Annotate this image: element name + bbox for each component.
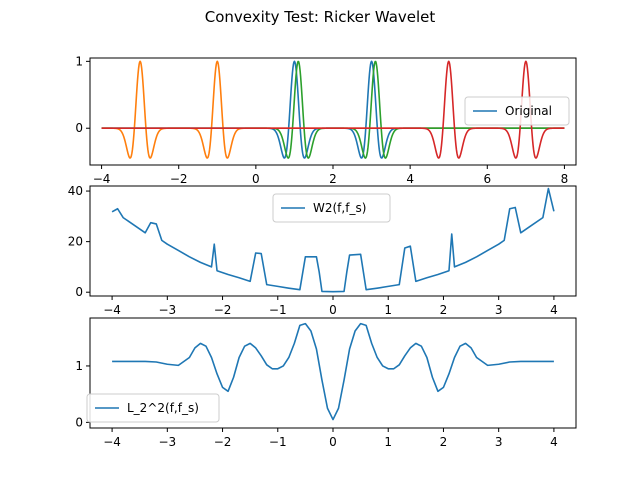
legend-label: L_2^2(f,f_s)	[127, 401, 199, 415]
axes-1: −4 −2 0 2 4 6 8 0 1 Original	[75, 54, 577, 186]
x-tick-label: 2	[329, 172, 337, 186]
series-group	[112, 322, 554, 421]
x-tick-label: 2	[440, 303, 448, 317]
legend-frame	[464, 96, 570, 126]
x-tick-label: −2	[214, 435, 232, 449]
x-tick-label: 3	[495, 435, 503, 449]
x-tick-label: 2	[440, 435, 448, 449]
x-tick-label: 0	[329, 435, 337, 449]
x-tick-label: 0	[329, 303, 337, 317]
legend-frame	[272, 193, 391, 223]
x-tick-label: −2	[214, 303, 232, 317]
legend: W2(f,f_s)	[272, 193, 391, 223]
x-tick-label: 6	[483, 172, 491, 186]
series-line-4	[101, 60, 565, 159]
y-tick-label: 1	[75, 359, 83, 373]
x-tick-label: −4	[93, 172, 111, 186]
y-tick-label: 1	[75, 54, 83, 68]
axes-3: −4 −3 −2 −1 0 1 2 3 4 0 1 L_2^2(f,f_s)	[75, 317, 577, 449]
x-tick-label: −1	[269, 435, 287, 449]
legend-frame	[86, 393, 220, 423]
series-line-1	[112, 322, 554, 421]
x-tick-label: −4	[103, 303, 121, 317]
y-tick-label: 0	[75, 415, 83, 429]
x-tick-label: −4	[103, 435, 121, 449]
legend-label: Original	[505, 104, 552, 118]
figure-title: Convexity Test: Ricker Wavelet	[205, 8, 436, 26]
x-tick-label: 1	[384, 435, 392, 449]
y-tick-label: 0	[75, 285, 83, 299]
x-tick-label: 1	[384, 303, 392, 317]
series-group	[111, 187, 555, 293]
x-tick-label: −2	[170, 172, 188, 186]
x-tick-label: 4	[550, 435, 558, 449]
x-tick-label: −3	[158, 435, 176, 449]
x-tick-label: −3	[158, 303, 176, 317]
y-tick-label: 40	[68, 184, 83, 198]
x-tick-label: 8	[561, 172, 569, 186]
x-tick-label: 0	[252, 172, 260, 186]
y-tick-label: 0	[75, 121, 83, 135]
series-line-1	[111, 187, 555, 293]
legend-label: W2(f,f_s)	[313, 201, 366, 215]
x-tick-label: 4	[550, 303, 558, 317]
x-tick-label: −1	[269, 303, 287, 317]
x-tick-label: 3	[495, 303, 503, 317]
y-tick-label: 20	[68, 235, 83, 249]
x-tick-label: 4	[406, 172, 414, 186]
legend: L_2^2(f,f_s)	[86, 393, 220, 423]
series-group	[101, 60, 565, 159]
legend: Original	[464, 96, 570, 126]
